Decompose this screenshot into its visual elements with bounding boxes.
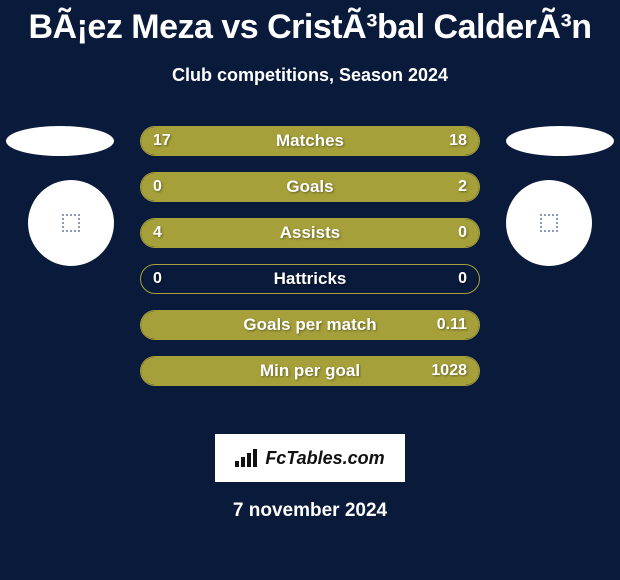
stat-bar: 17Matches18 — [140, 126, 480, 156]
stat-label: Assists — [141, 219, 479, 247]
stat-right-value: 0.11 — [437, 311, 467, 339]
stat-right-value: 0 — [458, 265, 467, 293]
stat-label: Goals — [141, 173, 479, 201]
player-left-badge — [28, 180, 114, 266]
player-right-badge — [506, 180, 592, 266]
stat-label: Goals per match — [141, 311, 479, 339]
stat-bar: 0Hattricks0 — [140, 264, 480, 294]
bars-icon — [235, 449, 259, 467]
branding-text: FcTables.com — [265, 448, 384, 469]
stat-label: Min per goal — [141, 357, 479, 385]
stat-bar: 0Goals2 — [140, 172, 480, 202]
placeholder-icon — [540, 214, 558, 232]
stat-right-value: 18 — [449, 127, 467, 155]
stat-bar-list: 17Matches180Goals24Assists00Hattricks0Go… — [140, 126, 480, 402]
stat-bar: Goals per match0.11 — [140, 310, 480, 340]
footer-date: 7 november 2024 — [0, 500, 620, 522]
stat-label: Matches — [141, 127, 479, 155]
comparison-panel: 17Matches180Goals24Assists00Hattricks0Go… — [0, 126, 620, 426]
placeholder-icon — [62, 214, 80, 232]
stat-label: Hattricks — [141, 265, 479, 293]
branding-box: FcTables.com — [215, 434, 405, 482]
stat-right-value: 1028 — [431, 357, 467, 385]
stat-right-value: 0 — [458, 219, 467, 247]
page-title: BÃ¡ez Meza vs CristÃ³bal CalderÃ³n — [0, 0, 620, 47]
stat-bar: 4Assists0 — [140, 218, 480, 248]
stat-bar: Min per goal1028 — [140, 356, 480, 386]
page-subtitle: Club competitions, Season 2024 — [0, 65, 620, 86]
stat-right-value: 2 — [458, 173, 467, 201]
player-left-flag — [6, 126, 114, 156]
player-right-flag — [506, 126, 614, 156]
